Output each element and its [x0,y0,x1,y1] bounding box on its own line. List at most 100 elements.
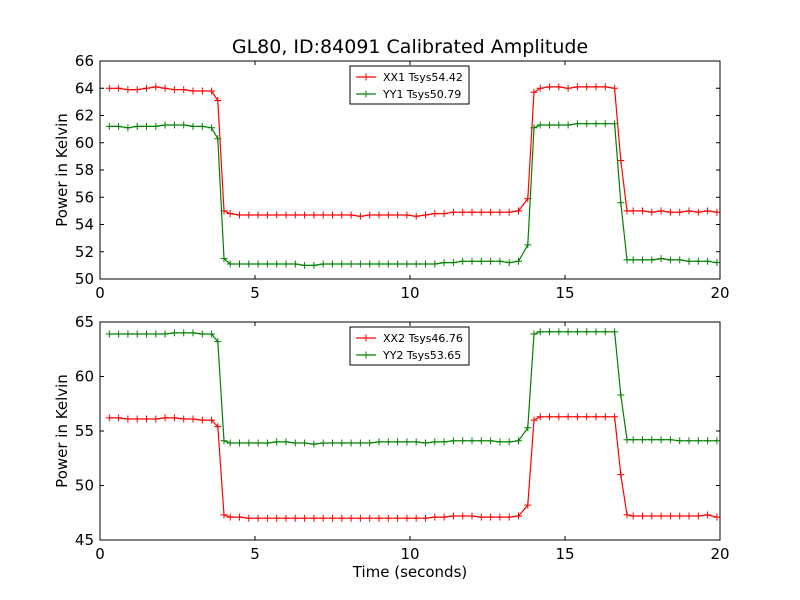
data-point [282,514,290,522]
data-point [338,260,346,268]
data-point [573,413,581,421]
data-point [170,121,178,129]
data-point [189,415,197,423]
data-point [208,124,216,132]
y-tick-label: 58 [75,161,94,179]
data-point [459,208,467,216]
x-tick-label: 10 [400,284,419,302]
y-tick-label: 60 [75,368,94,386]
data-point [611,120,619,128]
data-point [623,511,631,519]
data-point [468,257,476,265]
data-point [536,413,544,421]
data-point [105,122,113,130]
data-point [180,121,188,129]
data-point [422,211,429,219]
data-point [143,330,150,338]
data-point [226,513,234,521]
data-point [496,513,504,521]
series-1-2 [105,120,721,269]
data-point [629,436,637,444]
data-point [694,512,702,520]
data-point [449,512,457,520]
y-tick-label: 56 [75,188,94,206]
data-point [403,211,411,219]
data-point [431,260,439,268]
data-point [592,328,600,336]
data-point [214,338,222,346]
data-point [639,436,646,444]
data-point [375,260,383,268]
data-point [347,514,355,522]
data-point [449,208,457,216]
legend-label: YY2 Tsys53.65 [382,349,461,362]
data-point [704,207,712,215]
data-point [515,207,522,215]
data-point [394,514,402,522]
data-point [422,260,429,268]
data-point [291,260,299,268]
data-point [496,208,504,216]
data-point [356,260,364,268]
data-point [496,257,504,265]
y-axis-label: Power in Kelvin [53,374,71,488]
data-point [152,83,160,91]
data-point [592,83,600,91]
data-point [639,207,646,215]
data-point [384,211,392,219]
data-point [477,513,485,521]
data-point [282,260,290,268]
data-point [236,211,243,219]
data-point [263,260,271,268]
x-tick-label: 15 [555,284,574,302]
legend-label: XX1 Tsys54.42 [383,71,463,84]
data-point [536,84,544,92]
data-point [555,121,563,129]
data-point [564,84,572,92]
data-point [189,87,197,95]
data-point [639,512,646,520]
x-tick-label: 0 [95,284,105,302]
data-point [713,437,721,445]
data-point [583,83,591,91]
data-point [263,514,271,522]
data-point [291,514,299,522]
data-point [530,330,538,338]
data-point [301,211,309,219]
data-point [347,211,355,219]
data-point [208,330,216,338]
data-point [319,514,327,522]
data-point [657,512,665,520]
data-point [220,437,228,445]
x-tick-label: 10 [400,545,419,563]
data-point [133,330,141,338]
data-point [412,212,420,220]
data-point [477,437,485,445]
data-point [301,514,309,522]
data-point [170,86,178,94]
data-point [115,84,123,92]
data-point [546,328,553,336]
data-point [459,437,467,445]
data-point [189,122,197,130]
legend: XX2 Tsys46.76 YY2 Tsys53.65 [349,326,470,366]
data-point [105,330,113,338]
y-tick-label: 52 [75,243,94,261]
data-point [666,512,674,520]
data-point [648,512,656,520]
data-point [403,438,411,446]
data-point [666,208,674,216]
data-point [319,439,327,447]
data-point [161,330,169,338]
data-point [198,122,206,130]
data-point [282,211,290,219]
data-point [639,256,646,264]
data-point [366,260,374,268]
data-point [431,438,439,446]
data-point [403,260,411,268]
data-point [403,514,411,522]
data-point [214,97,222,104]
data-point [180,415,188,423]
series-2-2 [105,328,721,448]
